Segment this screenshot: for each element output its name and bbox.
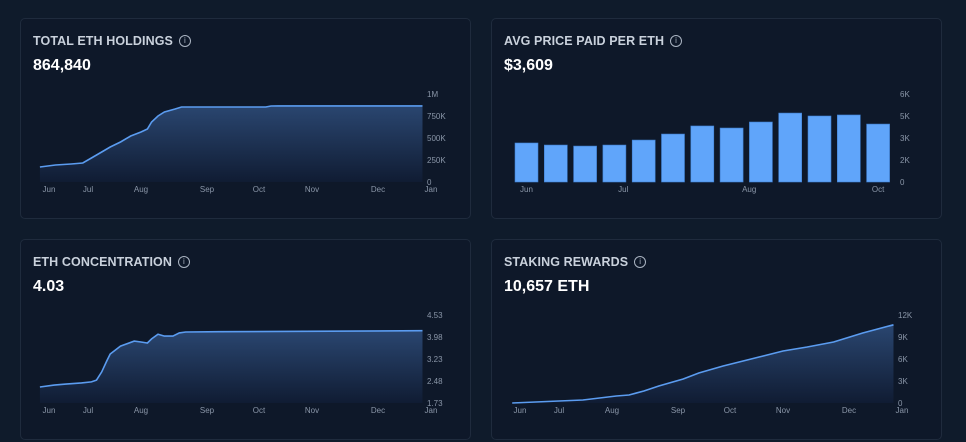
bar (836, 114, 861, 183)
y-tick-label: 3.23 (427, 355, 443, 364)
card-avg-price: Jun Jul Aug Oct 0 2K 3K 5K 6K AVG PRICE PAID PER… (491, 18, 942, 219)
x-tick-label: Aug (605, 406, 619, 415)
x-tick-label: Jul (554, 406, 564, 415)
x-tick-label: Dec (842, 406, 856, 415)
x-tick-label: Jun (43, 406, 56, 415)
y-tick-label: 3.98 (427, 333, 443, 342)
x-tick-label: Nov (305, 406, 319, 415)
info-icon[interactable]: i (177, 256, 190, 268)
info-icon[interactable]: i (670, 35, 683, 47)
y-tick-label: 0 (900, 178, 905, 187)
y-tick-label: 1M (427, 90, 438, 99)
card-title: AVG PRICE PAID PER ETH i (504, 34, 683, 48)
y-tick-label: 5K (900, 112, 910, 121)
bar (690, 125, 715, 183)
bar (866, 123, 890, 183)
x-tick-label: Jul (83, 185, 93, 194)
bar (778, 112, 803, 183)
y-tick-label: 4.53 (427, 311, 443, 320)
y-tick-label: 3K (898, 377, 908, 386)
y-tick-label: 6K (900, 90, 910, 99)
x-tick-label: Oct (872, 185, 885, 194)
x-tick-label: Nov (305, 185, 319, 194)
x-tick-label: Sep (671, 406, 686, 415)
bar (602, 144, 627, 183)
x-tick-label: Sep (200, 185, 215, 194)
bar (631, 139, 656, 183)
info-icon[interactable]: i (634, 256, 647, 268)
card-value: 10,657 ETH (504, 278, 590, 295)
bar (661, 133, 685, 183)
card-eth-concentration: Jun Jul Aug Sep Oct Nov Dec Jan 1.73 2.48 3.23 3.98… (20, 239, 471, 440)
y-tick-label: 750K (427, 112, 446, 121)
x-tick-label: Jan (425, 406, 438, 415)
x-tick-label: Jun (514, 406, 527, 415)
y-tick-label: 12K (898, 311, 913, 320)
card-title: TOTAL ETH HOLDINGS i (33, 34, 191, 48)
y-tick-label: 6K (898, 355, 908, 364)
y-tick-label: 2K (900, 156, 910, 165)
y-tick-label: 0 (427, 178, 432, 187)
area-fill (39, 330, 423, 403)
area-fill (512, 324, 894, 403)
card-value: $3,609 (504, 57, 553, 74)
x-tick-label: Jun (520, 185, 533, 194)
avg-price-chart: Jun Jul Aug Oct 0 2K 3K 5K 6K (514, 90, 910, 194)
y-tick-label: 9K (898, 333, 908, 342)
info-icon[interactable]: i (179, 35, 191, 47)
x-tick-label: Aug (134, 406, 148, 415)
x-tick-label: Nov (776, 406, 790, 415)
y-tick-label: 500K (427, 134, 446, 143)
bar (543, 144, 568, 183)
x-tick-label: Aug (134, 185, 148, 194)
x-tick-label: Oct (253, 185, 266, 194)
card-value: 864,840 (33, 57, 91, 74)
series-line (39, 105, 423, 168)
x-tick-label: Jul (618, 185, 628, 194)
card-title: STAKING REWARDS i (504, 255, 647, 269)
bar (514, 142, 539, 183)
x-tick-label: Jul (83, 406, 93, 415)
bar (807, 115, 832, 183)
series-line (39, 329, 423, 388)
card-title: ETH CONCENTRATION i (33, 255, 190, 269)
area-fill (39, 105, 423, 182)
y-tick-label: 0 (898, 399, 903, 408)
x-tick-label: Jan (425, 185, 438, 194)
y-tick-label: 250K (427, 156, 446, 165)
bar (749, 121, 773, 183)
x-tick-label: Aug (742, 185, 756, 194)
y-tick-label: 1.73 (427, 399, 443, 408)
x-tick-label: Oct (724, 406, 737, 415)
x-tick-label: Jan (896, 406, 909, 415)
x-tick-label: Oct (253, 406, 266, 415)
y-tick-label: 2.48 (427, 377, 443, 386)
card-total-eth-holdings: Jun Jul Aug Sep Oct Nov Dec Jan 0 250K 500K 750K 1M … (20, 18, 471, 219)
card-value: 4.03 (33, 278, 65, 295)
x-tick-label: Jun (43, 185, 56, 194)
series-line (512, 324, 894, 404)
y-tick-label: 3K (900, 134, 910, 143)
x-tick-label: Sep (200, 406, 215, 415)
bar (573, 145, 597, 183)
bar (719, 127, 744, 183)
card-staking-rewards: Jun Jul Aug Sep Oct Nov Dec Jan 0 3K 6K 9K 12K STAKI… (491, 239, 942, 440)
x-tick-label: Dec (371, 185, 385, 194)
x-tick-label: Dec (371, 406, 385, 415)
